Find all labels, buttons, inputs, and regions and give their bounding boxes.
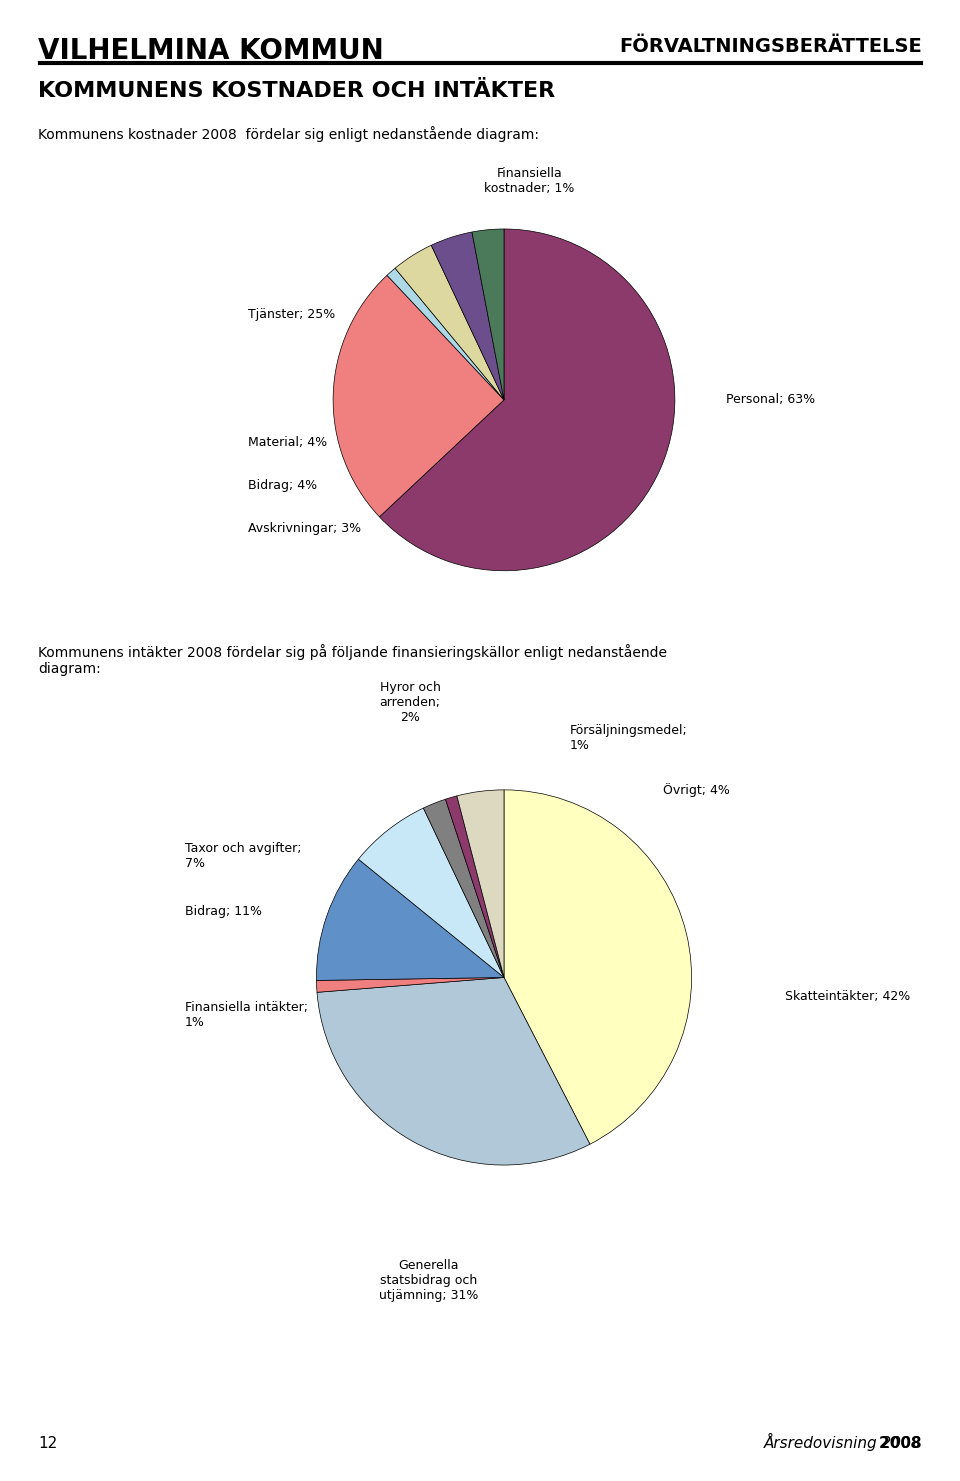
Text: Kommunens kostnader 2008  fördelar sig enligt nedanstående diagram:: Kommunens kostnader 2008 fördelar sig en…	[38, 126, 540, 142]
Text: Avskrivningar; 3%: Avskrivningar; 3%	[248, 521, 361, 535]
Text: KOMMUNENS KOSTNADER OCH INTÄKTER: KOMMUNENS KOSTNADER OCH INTÄKTER	[38, 81, 556, 102]
Text: Skatteintäkter; 42%: Skatteintäkter; 42%	[785, 989, 911, 1003]
Text: Tjänster; 25%: Tjänster; 25%	[248, 308, 335, 321]
Text: Personal; 63%: Personal; 63%	[726, 394, 815, 406]
Text: Bidrag; 4%: Bidrag; 4%	[248, 478, 317, 492]
Wedge shape	[379, 230, 675, 570]
Text: Årsredovisning 2008: Årsredovisning 2008	[764, 1434, 922, 1451]
Wedge shape	[472, 230, 504, 400]
Text: Bidrag; 11%: Bidrag; 11%	[185, 905, 262, 918]
Wedge shape	[431, 233, 504, 400]
Wedge shape	[445, 795, 504, 977]
Text: Övrigt; 4%: Övrigt; 4%	[663, 783, 731, 797]
Text: VILHELMINA KOMMUN: VILHELMINA KOMMUN	[38, 37, 384, 65]
Text: Generella
statsbidrag och
utjämning; 31%: Generella statsbidrag och utjämning; 31%	[379, 1259, 479, 1302]
Wedge shape	[358, 809, 504, 977]
Text: Taxor och avgifter;
7%: Taxor och avgifter; 7%	[185, 841, 301, 869]
Wedge shape	[396, 246, 504, 400]
Text: FÖRVALTNINGSBERÄTTELSE: FÖRVALTNINGSBERÄTTELSE	[619, 37, 922, 56]
Wedge shape	[317, 977, 590, 1166]
Text: 2008: 2008	[774, 1437, 922, 1451]
Wedge shape	[317, 859, 504, 980]
Text: 12: 12	[38, 1437, 58, 1451]
Text: Hyror och
arrenden;
2%: Hyror och arrenden; 2%	[380, 681, 441, 724]
Wedge shape	[504, 789, 691, 1145]
Text: Finansiella
kostnader; 1%: Finansiella kostnader; 1%	[485, 167, 575, 195]
Wedge shape	[387, 268, 504, 400]
Wedge shape	[317, 977, 504, 992]
Wedge shape	[457, 789, 504, 977]
Wedge shape	[333, 275, 504, 517]
Text: Material; 4%: Material; 4%	[248, 435, 326, 449]
Text: Försäljningsmedel;
1%: Försäljningsmedel; 1%	[569, 724, 687, 752]
Text: Finansiella intäkter;
1%: Finansiella intäkter; 1%	[185, 1001, 308, 1029]
Text: Kommunens intäkter 2008 fördelar sig på följande finansieringskällor enligt neda: Kommunens intäkter 2008 fördelar sig på …	[38, 644, 667, 677]
Wedge shape	[423, 800, 504, 977]
